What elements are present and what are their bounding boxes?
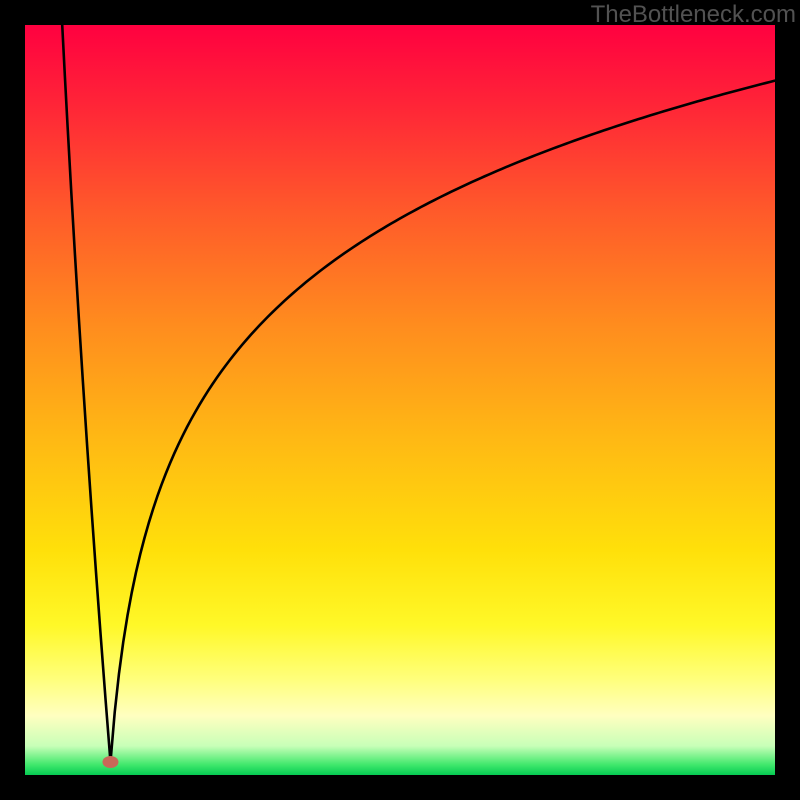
bottleneck-chart [0,0,800,800]
chart-container: TheBottleneck.com [0,0,800,800]
plot-background [24,24,776,776]
cusp-marker [102,756,118,768]
watermark-text: TheBottleneck.com [591,1,796,29]
